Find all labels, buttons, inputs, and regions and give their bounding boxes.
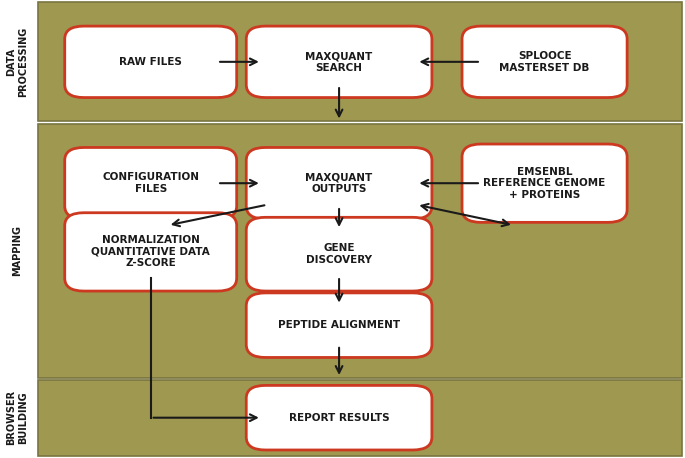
FancyBboxPatch shape [247,293,432,357]
Text: MAXQUANT
OUTPUTS: MAXQUANT OUTPUTS [306,172,373,194]
Text: DATA
PROCESSING: DATA PROCESSING [6,27,28,97]
Text: MAPPING: MAPPING [12,225,22,276]
Text: BROWSER
BUILDING: BROWSER BUILDING [6,390,28,446]
FancyBboxPatch shape [462,26,627,98]
Text: MAXQUANT
SEARCH: MAXQUANT SEARCH [306,51,373,73]
Text: EMSENBL
REFERENCE GENOME
+ PROTEINS: EMSENBL REFERENCE GENOME + PROTEINS [484,167,606,200]
Text: SPLOOCE
MASTERSET DB: SPLOOCE MASTERSET DB [499,51,590,73]
Text: NORMALIZATION
QUANTITATIVE DATA
Z-SCORE: NORMALIZATION QUANTITATIVE DATA Z-SCORE [91,235,210,268]
FancyBboxPatch shape [64,213,237,291]
Text: REPORT RESULTS: REPORT RESULTS [289,413,389,423]
Text: GENE
DISCOVERY: GENE DISCOVERY [306,243,372,265]
FancyBboxPatch shape [38,380,682,456]
FancyBboxPatch shape [247,26,432,98]
FancyBboxPatch shape [64,147,237,219]
FancyBboxPatch shape [247,147,432,219]
FancyBboxPatch shape [38,124,682,378]
FancyBboxPatch shape [64,26,237,98]
FancyBboxPatch shape [247,218,432,291]
Text: PEPTIDE ALIGNMENT: PEPTIDE ALIGNMENT [278,320,400,330]
Text: CONFIGURATION
FILES: CONFIGURATION FILES [102,172,199,194]
FancyBboxPatch shape [38,2,682,121]
FancyBboxPatch shape [462,144,627,223]
FancyBboxPatch shape [247,386,432,450]
Text: RAW FILES: RAW FILES [119,57,182,67]
